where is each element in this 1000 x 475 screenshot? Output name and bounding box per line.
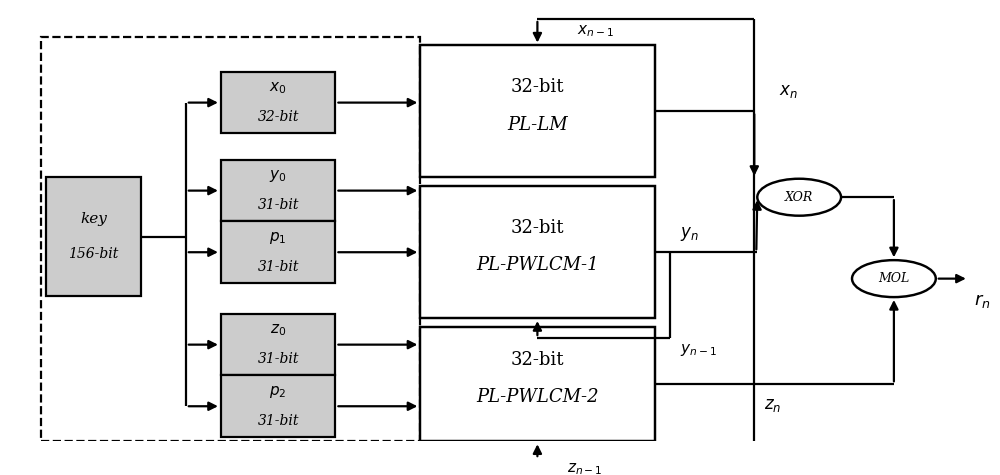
Text: $z_0$: $z_0$ (270, 322, 286, 338)
Text: $x_{n-1}$: $x_{n-1}$ (577, 23, 614, 39)
Text: $p_1$: $p_1$ (269, 230, 287, 246)
Circle shape (757, 179, 841, 216)
FancyBboxPatch shape (221, 375, 335, 437)
Text: PL-PWLCM-2: PL-PWLCM-2 (476, 389, 599, 407)
Text: $z_n$: $z_n$ (764, 398, 782, 415)
Text: 31-bit: 31-bit (257, 260, 299, 274)
Text: 32-bit: 32-bit (257, 110, 299, 124)
Text: 156-bit: 156-bit (68, 247, 119, 261)
FancyBboxPatch shape (420, 46, 655, 178)
FancyBboxPatch shape (221, 160, 335, 221)
Text: $z_{n-1}$: $z_{n-1}$ (567, 461, 603, 475)
Text: $p_2$: $p_2$ (269, 384, 287, 400)
Text: PL-PWLCM-1: PL-PWLCM-1 (476, 256, 599, 275)
FancyBboxPatch shape (221, 314, 335, 375)
Text: $r_n$: $r_n$ (974, 292, 990, 310)
Text: 32-bit: 32-bit (511, 78, 564, 96)
Text: XOR: XOR (785, 191, 813, 204)
Text: 32-bit: 32-bit (511, 351, 564, 369)
Text: $x_0$: $x_0$ (269, 80, 287, 96)
Text: key: key (80, 212, 107, 226)
FancyBboxPatch shape (420, 327, 655, 441)
Text: MOL: MOL (878, 272, 910, 285)
Text: 31-bit: 31-bit (257, 198, 299, 212)
Circle shape (852, 260, 936, 297)
FancyBboxPatch shape (221, 221, 335, 283)
Text: 31-bit: 31-bit (257, 352, 299, 366)
Text: $y_0$: $y_0$ (269, 168, 287, 184)
FancyBboxPatch shape (420, 186, 655, 318)
Text: 32-bit: 32-bit (511, 219, 564, 237)
Text: PL-LM: PL-LM (507, 115, 568, 133)
Text: 31-bit: 31-bit (257, 414, 299, 428)
Text: $y_n$: $y_n$ (680, 226, 698, 243)
FancyBboxPatch shape (46, 178, 141, 296)
Text: $x_n$: $x_n$ (779, 84, 798, 100)
Text: $y_{n-1}$: $y_{n-1}$ (680, 342, 716, 359)
FancyBboxPatch shape (221, 72, 335, 133)
